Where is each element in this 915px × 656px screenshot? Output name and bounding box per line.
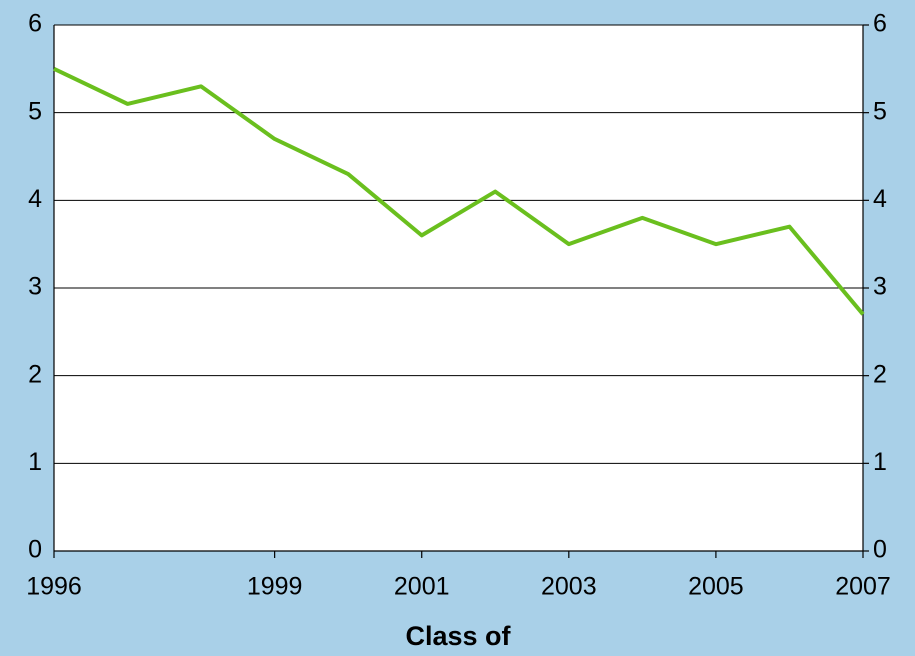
- y-tick-label: 5: [28, 97, 42, 125]
- y-tick-label: 4: [28, 185, 42, 213]
- x-axis-label: Class of: [405, 621, 511, 651]
- y-tick-label: 3: [28, 273, 42, 301]
- y2-tick-label: 5: [873, 97, 887, 125]
- y2-tick-label: 6: [873, 10, 887, 38]
- x-tick-label: 1999: [247, 573, 303, 601]
- x-tick-label: 2001: [394, 573, 450, 601]
- y2-tick-label: 2: [873, 360, 887, 388]
- x-tick-label: 1996: [26, 573, 82, 601]
- data-line: [53, 67, 865, 316]
- x-tick-label: 2005: [688, 573, 744, 601]
- y2-tick-label: 1: [873, 448, 887, 476]
- y2-tick-label: 4: [873, 185, 887, 213]
- y2-tick-label: 3: [873, 273, 887, 301]
- y-tick-label: 2: [28, 360, 42, 388]
- y2-tick-label: 0: [873, 536, 887, 564]
- y-tick-label: 6: [28, 10, 42, 38]
- x-tick-label: 2003: [541, 573, 597, 601]
- y-tick-label: 0: [28, 536, 42, 564]
- y-tick-label: 1: [28, 448, 42, 476]
- x-tick-label: 2007: [835, 573, 891, 601]
